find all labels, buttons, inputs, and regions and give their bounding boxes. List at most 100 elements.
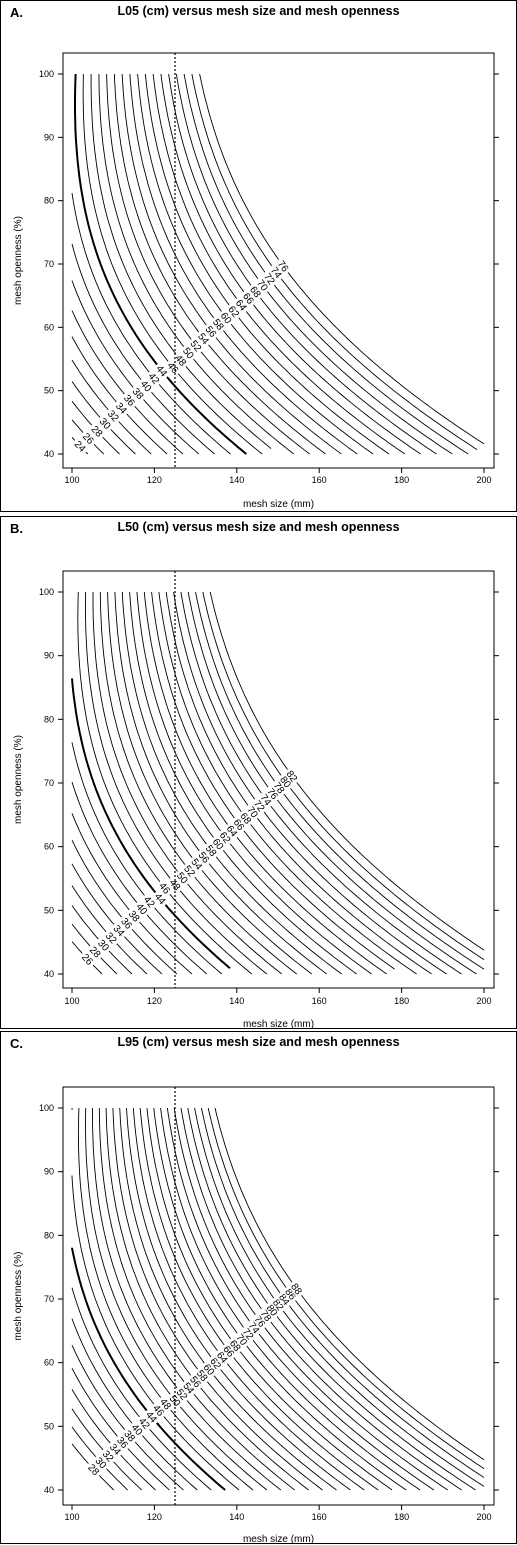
- contour-line-76: [187, 591, 477, 975]
- contour-label-bg: [245, 1317, 264, 1338]
- contour-label-bg: [153, 360, 172, 381]
- contour-line-58: [112, 1107, 323, 1491]
- contour-label-bg: [225, 301, 244, 321]
- contour-label-bg: [106, 1439, 126, 1459]
- contour-label-bg: [281, 1284, 301, 1304]
- contour-line-54: [107, 591, 312, 975]
- contour-label-bg: [99, 1446, 119, 1466]
- contour-lines: 2830323436384042444648505254565860626466…: [71, 1107, 485, 1491]
- contour-label-bg: [195, 847, 214, 867]
- contour-label-bg: [202, 321, 221, 341]
- contour-label-bg: [217, 307, 236, 328]
- contour-label-bg: [263, 1300, 282, 1320]
- contour-label-bg: [283, 766, 302, 786]
- contour-label-bg: [257, 789, 276, 810]
- contour-label-bg: [156, 1393, 176, 1414]
- contour-line-68: [158, 591, 417, 975]
- contour-line-64: [132, 1107, 365, 1491]
- contour-line-60: [119, 1107, 337, 1491]
- y-tick-label: 40: [44, 969, 54, 979]
- contour-label-bg: [216, 827, 235, 847]
- contour-line-62: [144, 73, 390, 455]
- y-tick-label: 60: [44, 1358, 54, 1368]
- contour-line-52: [92, 1108, 282, 1491]
- x-tick-label: 180: [394, 475, 409, 485]
- y-tick-label: 60: [44, 322, 54, 332]
- y-tick-label: 50: [44, 386, 54, 396]
- x-tick-label: 180: [394, 996, 409, 1006]
- contour-label-bg: [239, 1323, 258, 1344]
- contour-label-bg: [155, 878, 175, 898]
- contour-line-44: [74, 73, 247, 455]
- contour-label-bg: [110, 920, 129, 940]
- contour-label-bg: [91, 1452, 111, 1473]
- contour-label-bg: [287, 1278, 307, 1299]
- y-tick-label: 40: [44, 1485, 54, 1495]
- y-tick-label: 80: [44, 714, 54, 724]
- contour-line-60: [137, 73, 374, 455]
- contour-line-86: [207, 1107, 485, 1469]
- contour-label-bg: [112, 398, 132, 418]
- panel-label: A.: [10, 5, 23, 20]
- y-axis-label: mesh openness (%): [13, 216, 24, 305]
- contour-label-bg: [179, 342, 199, 363]
- contour-label-bg: [104, 405, 124, 426]
- y-tick-label: 100: [39, 1103, 54, 1113]
- contour-label-bg: [251, 1311, 270, 1331]
- contour-line-78: [195, 591, 485, 970]
- contour-label-bg: [233, 1329, 252, 1349]
- contour-line-66: [160, 73, 421, 455]
- contour-line-66: [151, 591, 395, 970]
- contour-label-bg: [173, 867, 193, 888]
- contour-label-bg: [125, 906, 145, 926]
- contour-line-44: [71, 678, 231, 969]
- chart-title: L95 (cm) versus mesh size and mesh openn…: [117, 1035, 400, 1049]
- contour-label-bg: [232, 295, 251, 315]
- contour-line-46: [71, 1107, 240, 1491]
- chart-panel-a: A. L05 (cm) versus mesh size and mesh op…: [0, 0, 517, 512]
- contour-label-bg: [180, 860, 200, 881]
- contour-line-60: [129, 591, 357, 975]
- contour-label-bg: [274, 256, 293, 276]
- contour-line-62: [126, 1107, 351, 1491]
- x-tick-label: 200: [476, 1512, 491, 1522]
- contour-label-bg: [94, 935, 114, 955]
- contour-label-bg: [86, 941, 106, 962]
- contour-line-80: [187, 1107, 476, 1491]
- contour-label-bg: [209, 833, 228, 854]
- contour-label-bg: [267, 262, 287, 282]
- y-tick-label: 50: [44, 905, 54, 915]
- contour-label-bg: [113, 1432, 133, 1452]
- x-tick-label: 140: [229, 996, 244, 1006]
- contour-label-bg: [194, 328, 214, 348]
- contour-line-72: [160, 1107, 421, 1491]
- contour-label-bg: [173, 1384, 192, 1404]
- contour-line-38: [71, 1344, 184, 1491]
- x-tick-label: 140: [229, 1512, 244, 1522]
- x-tick-label: 180: [394, 1512, 409, 1522]
- contour-line-80: [202, 591, 485, 960]
- contour-label-bg: [246, 281, 266, 302]
- chart-title: L05 (cm) versus mesh size and mesh openn…: [117, 4, 400, 18]
- contour-lines: 2426283032343638404244464850525456586062…: [71, 73, 485, 456]
- chart-panel-b: B. L50 (cm) versus mesh size and mesh op…: [0, 516, 517, 1030]
- contour-label-bg: [145, 368, 164, 388]
- contour-lines: 2628303234363840424446485052545658606264…: [71, 591, 485, 975]
- contour-label-bg: [188, 854, 207, 874]
- contour-label-bg: [135, 1413, 155, 1433]
- contour-plot: 100 120 140 160 180 200 40 50 60 70 80 90 100 mesh si…: [13, 1086, 499, 1545]
- y-tick-label: 80: [44, 1230, 54, 1240]
- contour-label-bg: [257, 1305, 276, 1325]
- contour-line-74: [166, 1107, 435, 1491]
- contour-line-54: [98, 1107, 295, 1491]
- contour-label-bg: [230, 814, 249, 834]
- contour-line-50: [85, 1107, 268, 1491]
- x-tick-label: 200: [476, 475, 491, 485]
- y-tick-label: 100: [39, 69, 54, 79]
- contour-line-52: [106, 73, 310, 455]
- contour-line-66: [139, 1107, 379, 1491]
- x-axis-label: mesh size (mm): [243, 499, 314, 510]
- contour-line-82: [194, 1107, 485, 1487]
- contour-label-bg: [223, 820, 242, 841]
- contour-label-bg: [209, 314, 229, 334]
